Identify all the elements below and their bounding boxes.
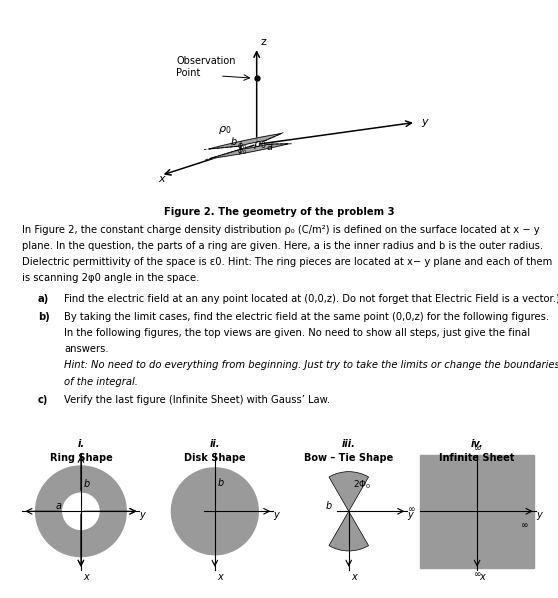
Text: In Figure 2, the constant charge density distribution ρ₀ (C/m²) is defined on th: In Figure 2, the constant charge density…	[22, 225, 540, 235]
Text: x: x	[352, 572, 357, 582]
Text: plane. In the question, the parts of a ring are given. Here, a is the inner radi: plane. In the question, the parts of a r…	[22, 241, 543, 251]
Text: a: a	[267, 142, 273, 152]
Text: $\phi_0$: $\phi_0$	[237, 139, 247, 152]
Text: Figure 2. The geometry of the problem 3: Figure 2. The geometry of the problem 3	[163, 206, 395, 216]
Circle shape	[171, 468, 258, 555]
Wedge shape	[329, 472, 369, 511]
Text: y: y	[536, 510, 542, 520]
Text: b: b	[218, 478, 224, 487]
Text: Ring Shape: Ring Shape	[50, 453, 112, 463]
Text: iii.: iii.	[342, 439, 355, 449]
Text: iv.: iv.	[471, 439, 483, 449]
Text: $\infty$: $\infty$	[407, 505, 416, 514]
Text: b: b	[325, 501, 331, 511]
Circle shape	[63, 493, 99, 529]
Bar	[421, 454, 533, 568]
Text: $\infty$: $\infty$	[521, 521, 529, 530]
Text: x: x	[84, 572, 89, 582]
Text: Find the electric field at an any point located at (0,0,z). Do not forget that E: Find the electric field at an any point …	[64, 294, 558, 304]
Circle shape	[36, 466, 126, 557]
Text: i.: i.	[78, 439, 84, 449]
Text: Verify the last figure (Infinite Sheet) with Gauss’ Law.: Verify the last figure (Infinite Sheet) …	[64, 395, 330, 405]
Text: ii.: ii.	[210, 439, 220, 449]
Text: $\rho_0$: $\rho_0$	[218, 124, 232, 136]
Text: By taking the limit cases, find the electric field at the same point (0,0,z) for: By taking the limit cases, find the elec…	[64, 312, 549, 322]
Text: Hint: No need to do everything from beginning. Just try to take the limits or ch: Hint: No need to do everything from begi…	[64, 361, 558, 371]
Text: $y$: $y$	[421, 117, 430, 129]
Text: $2\Phi_0$: $2\Phi_0$	[353, 479, 371, 492]
Text: Observation
Point: Observation Point	[176, 56, 236, 78]
Text: $x$: $x$	[157, 174, 166, 184]
Text: z: z	[260, 37, 266, 47]
Text: y: y	[140, 510, 145, 520]
Polygon shape	[210, 144, 288, 158]
Polygon shape	[209, 133, 281, 149]
Wedge shape	[329, 511, 369, 551]
Text: b: b	[84, 479, 90, 489]
Text: a: a	[55, 501, 61, 511]
Text: Bow – Tie Shape: Bow – Tie Shape	[304, 453, 393, 463]
Text: $\rho_0$: $\rho_0$	[253, 139, 266, 151]
Text: Infinite Sheet: Infinite Sheet	[439, 453, 515, 463]
Text: of the integral.: of the integral.	[64, 377, 138, 387]
Text: $\infty$: $\infty$	[473, 570, 482, 579]
Text: y: y	[407, 510, 413, 520]
Text: $\phi_0$: $\phi_0$	[237, 144, 247, 157]
Text: Disk Shape: Disk Shape	[184, 453, 246, 463]
Text: In the following figures, the top views are given. No need to show all steps, ju: In the following figures, the top views …	[64, 328, 530, 338]
Text: a): a)	[38, 294, 49, 304]
Text: $\infty$: $\infty$	[473, 444, 482, 453]
Text: c): c)	[38, 395, 48, 405]
Text: Dielectric permittivity of the space is ε0. Hint: The ring pieces are located at: Dielectric permittivity of the space is …	[22, 257, 552, 267]
Text: answers.: answers.	[64, 344, 109, 355]
Text: b): b)	[38, 312, 50, 322]
Text: y: y	[273, 510, 279, 520]
Text: b: b	[231, 137, 237, 147]
Text: x: x	[480, 572, 485, 582]
Text: is scanning 2φ0 angle in the space.: is scanning 2φ0 angle in the space.	[22, 273, 199, 283]
Text: x: x	[218, 572, 223, 582]
